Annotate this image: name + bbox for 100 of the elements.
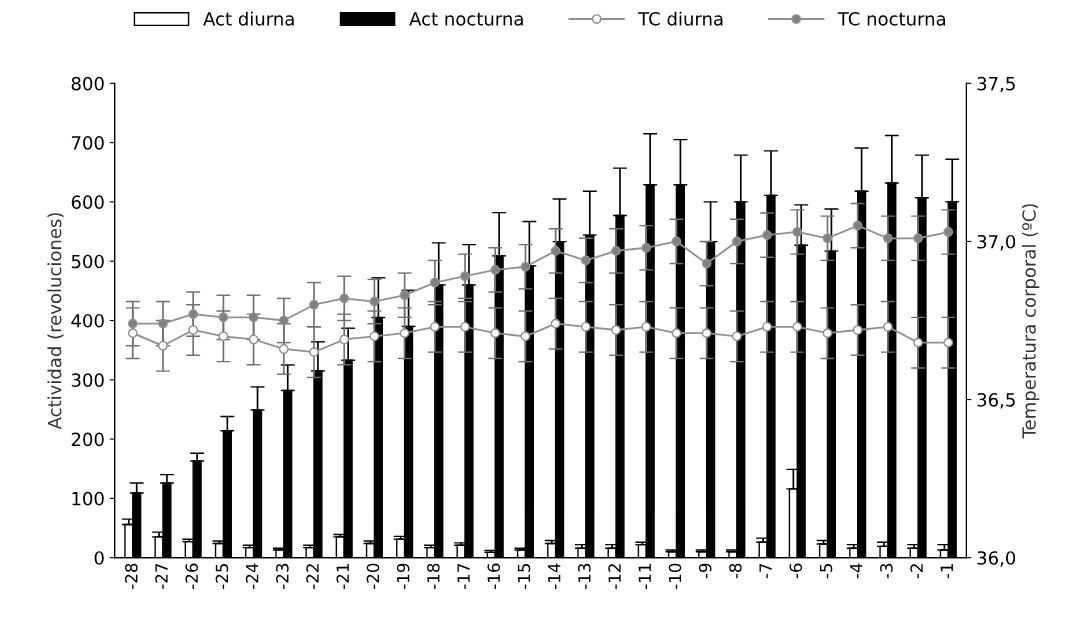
y2-tick-label: 36,0: [977, 551, 1016, 567]
point: [792, 321, 803, 332]
point: [943, 227, 954, 237]
point: [158, 318, 168, 329]
legend-label: Act diurna: [203, 11, 294, 26]
x-tick-label: -22: [306, 564, 319, 589]
x-tick-label: -20: [366, 563, 380, 589]
point: [520, 331, 531, 342]
point: [732, 331, 742, 342]
x-tick-label: -3: [880, 563, 893, 579]
point: [309, 347, 319, 357]
point: [248, 312, 259, 323]
point: [369, 296, 380, 307]
point: [550, 246, 561, 256]
x-tick-label: -21: [336, 564, 349, 589]
y2-tick-label: 37,0: [977, 234, 1016, 251]
x-tick-label: -6: [789, 563, 803, 579]
point: [520, 261, 531, 272]
point: [611, 325, 621, 335]
point: [429, 277, 440, 288]
x-tick-label: -8: [729, 563, 742, 579]
point: [732, 236, 742, 247]
point: [309, 299, 319, 310]
point: [127, 318, 138, 329]
point: [913, 233, 923, 244]
point: [248, 334, 259, 345]
point: [883, 321, 893, 332]
point: [188, 325, 199, 335]
point: [490, 265, 501, 275]
legend-label: TC nocturna: [837, 11, 946, 26]
y-tick-label: 500: [71, 254, 104, 269]
x-tick-label: -7: [759, 563, 772, 579]
point: [641, 321, 652, 332]
y-tick-label: 200: [71, 432, 104, 447]
point: [671, 328, 682, 339]
legend-label: TC diurna: [638, 11, 723, 26]
x-tick-label: -12: [608, 564, 621, 589]
point: [943, 337, 954, 348]
point: [852, 325, 863, 335]
x-tick-label: -25: [215, 563, 229, 589]
point: [127, 328, 138, 339]
point: [822, 233, 833, 244]
x-tick-label: -9: [698, 563, 712, 579]
point: [701, 258, 712, 269]
point: [550, 318, 561, 329]
x-tick-label: -17: [457, 563, 470, 589]
point: [188, 309, 199, 320]
y-tick-label: 0: [94, 551, 104, 565]
x-tick-label: -26: [185, 563, 199, 589]
point: [792, 227, 803, 237]
y2-tick-label: 36,5: [977, 393, 1015, 409]
point: [883, 233, 893, 244]
x-tick-label: -4: [850, 563, 863, 579]
y-tick-label: 600: [71, 195, 104, 210]
point: [278, 315, 289, 326]
point: [822, 328, 833, 339]
point: [913, 337, 923, 348]
x-tick-label: -13: [578, 563, 591, 589]
x-tick-label: -1: [940, 564, 953, 579]
point: [580, 321, 591, 332]
x-tick-label: -27: [155, 563, 168, 589]
x-tick-label: -28: [125, 563, 138, 589]
point: [158, 340, 168, 351]
y-tick-label: 700: [71, 136, 104, 150]
point: [369, 331, 380, 342]
x-tick-label: -5: [819, 563, 833, 579]
y2-axis-title: Temperatura corporal (ºC): [1021, 204, 1040, 439]
x-tick-label: -2: [910, 564, 923, 579]
y2-tick-label: 37,5: [977, 76, 1015, 93]
x-tick-label: -23: [276, 563, 289, 589]
point: [460, 321, 470, 332]
x-tick-label: -16: [487, 563, 501, 589]
x-tick-label: -11: [638, 564, 651, 589]
point: [278, 344, 289, 354]
point: [399, 290, 410, 301]
y-tick-label: 300: [71, 373, 104, 387]
point: [218, 331, 229, 342]
point: [339, 334, 350, 345]
x-tick-label: -24: [245, 563, 259, 589]
point: [218, 312, 229, 323]
point: [852, 220, 863, 231]
x-tick-label: -14: [548, 563, 561, 589]
x-tick-label: -19: [396, 563, 410, 589]
point: [701, 328, 712, 339]
y-tick-label: 800: [71, 76, 104, 91]
x-tick-label: -15: [517, 563, 531, 589]
point: [460, 271, 470, 282]
point: [490, 328, 501, 339]
point: [671, 236, 682, 247]
point: [641, 242, 652, 253]
y-axis-title: Actividad (revoluciones): [47, 213, 64, 430]
x-tick-label: -10: [668, 563, 682, 589]
point: [580, 255, 591, 266]
point: [429, 321, 440, 332]
legend-label: Act nocturna: [409, 12, 523, 26]
point: [339, 293, 350, 304]
point: [611, 246, 621, 256]
x-tick-label: -18: [427, 563, 440, 589]
point: [762, 230, 772, 240]
point: [762, 321, 772, 332]
